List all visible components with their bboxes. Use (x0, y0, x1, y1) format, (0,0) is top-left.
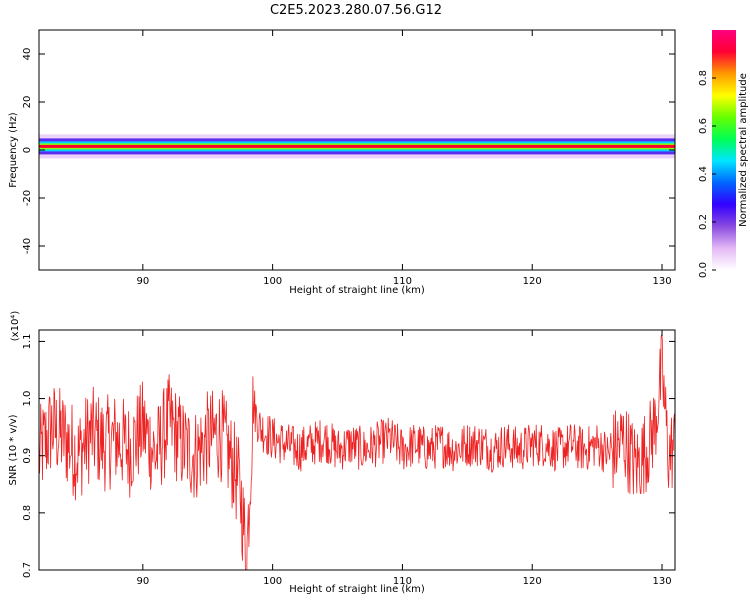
snr-panel: 90 100 110 120 130 0.7 0.8 0.9 1.0 1.1 Height of … (8, 311, 676, 595)
colorbar-tick-label: 0.8 (698, 70, 709, 86)
band-core (39, 144, 675, 148)
y-tick-label: 0.7 (22, 562, 33, 578)
x-tick-label: 110 (393, 576, 412, 587)
y-tick-label: 40 (22, 48, 33, 61)
y-tick-label: 1.0 (22, 391, 33, 407)
x-tick-label: 110 (393, 276, 412, 287)
x-tick-label: 130 (652, 276, 671, 287)
y-tick-label: 0.9 (22, 448, 33, 464)
snr-ylabel: SNR (10 * v/v) (8, 414, 19, 485)
colorbar-tick-label: 0.4 (698, 166, 709, 182)
snr-ticks: 90 100 110 120 130 0.7 0.8 0.9 1.0 1.1 (22, 330, 675, 587)
snr-xlabel: Height of straight line (km) (289, 584, 425, 595)
y-tick-label: 1.1 (22, 333, 33, 349)
y-tick-label: -40 (22, 238, 33, 254)
spectrogram-xlabel: Height of straight line (km) (289, 285, 425, 296)
colorbar-strip (712, 30, 736, 270)
y-tick-label: 0 (22, 147, 33, 153)
colorbar-ticks: 0.0 0.2 0.4 0.6 0.8 (698, 70, 716, 278)
snr-multiplier-label: (x10⁴) (10, 311, 21, 342)
x-tick-label: 120 (523, 576, 542, 587)
x-tick-label: 130 (652, 576, 671, 587)
colorbar: 0.0 0.2 0.4 0.6 0.8 Normalized spectral ampl… (698, 30, 749, 278)
snr-frame (38, 329, 676, 571)
x-tick-label: 100 (263, 276, 282, 287)
y-tick-label: -20 (22, 190, 33, 206)
colorbar-tick-label: 0.6 (698, 118, 709, 134)
colorbar-label: Normalized spectral amplitude (738, 73, 749, 227)
colorbar-tick-label: 0.0 (698, 262, 709, 278)
x-tick-label: 100 (263, 576, 282, 587)
spectrogram-panel: 90 100 110 120 130 40 20 0 -20 -40 Height of stra… (8, 29, 676, 296)
y-tick-label: 0.8 (22, 505, 33, 521)
colorbar-tick-label: 0.2 (698, 214, 709, 230)
snr-series-line (39, 334, 675, 570)
figure-title: C2E5.2023.280.07.56.G12 (270, 3, 442, 18)
x-tick-label: 120 (523, 276, 542, 287)
spectrogram-ylabel: Frequency (Hz) (8, 112, 19, 188)
x-tick-label: 90 (136, 276, 149, 287)
spectrogram-ticks: 90 100 110 120 130 40 20 0 -20 -40 (22, 30, 675, 287)
x-tick-label: 90 (136, 576, 149, 587)
spectrogram-band (39, 134, 675, 159)
y-tick-label: 20 (22, 96, 33, 109)
